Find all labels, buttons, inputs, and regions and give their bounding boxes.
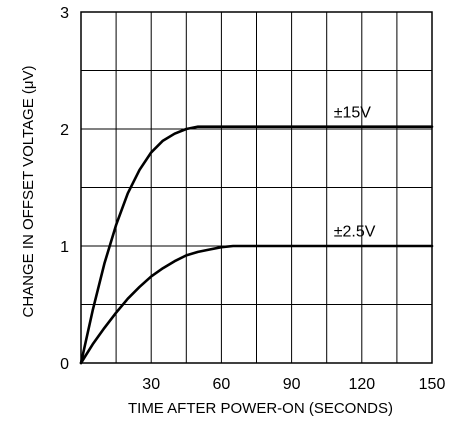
x-tick-label: 90 [283, 376, 301, 393]
plot-frame [80, 11, 433, 364]
y-axis-title: CHANGE IN OFFSET VOLTAGE (μV) [20, 65, 37, 317]
series-label: ±15V [334, 104, 372, 121]
x-tick-label: 60 [213, 376, 231, 393]
y-tick-label: 3 [60, 5, 69, 22]
series-labels: ±15V ±2.5V [334, 104, 376, 240]
x-tick-label: 30 [142, 376, 160, 393]
series-line-2-5v [79, 244, 434, 365]
y-tick-label: 2 [60, 122, 69, 139]
data-series [79, 125, 434, 365]
series-line-15v [79, 125, 434, 365]
y-tick-label: 0 [60, 356, 69, 373]
tick-labels: 0 1 2 3 30 60 90 120 150 [60, 5, 445, 393]
x-axis-title: TIME AFTER POWER-ON (SECONDS) [128, 400, 393, 417]
y-tick-label: 1 [60, 239, 69, 256]
x-tick-label: 120 [348, 376, 375, 393]
x-tick-label: 150 [419, 376, 446, 393]
grid-lines [80, 11, 433, 364]
series-label: ±2.5V [334, 224, 376, 241]
